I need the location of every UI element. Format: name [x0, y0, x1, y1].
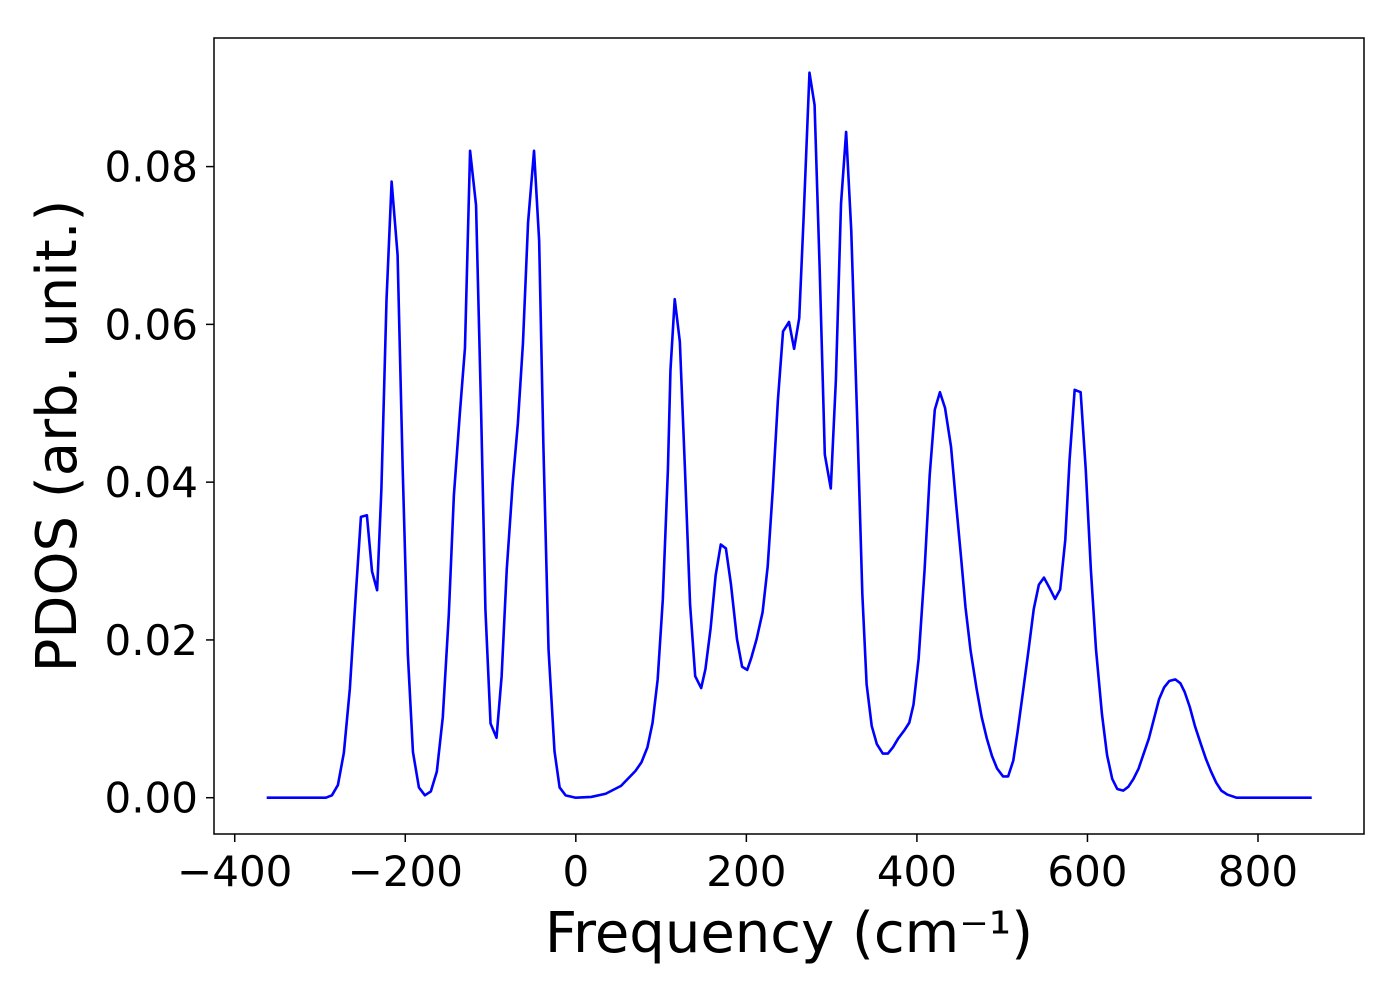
- x-tick-label: 800: [1218, 847, 1298, 896]
- y-axis-label: PDOS (arb. unit.): [25, 200, 90, 673]
- y-tick-label: 0.04: [104, 458, 198, 507]
- x-tick-label: 0: [562, 847, 589, 896]
- y-tick-label: 0.08: [104, 143, 198, 192]
- x-tick-label: −200: [348, 847, 463, 896]
- x-tick-label: 600: [1047, 847, 1127, 896]
- y-tick-label: 0.06: [104, 300, 198, 349]
- x-axis-label: Frequency (cm⁻¹): [545, 901, 1033, 966]
- y-tick-label: 0.02: [104, 616, 198, 665]
- pdos-line: [266, 71, 1312, 800]
- y-tick-label: 0.00: [104, 774, 198, 823]
- x-tick-label: −400: [177, 847, 292, 896]
- x-tick-label: 400: [877, 847, 957, 896]
- plot-frame: [213, 37, 1365, 835]
- x-tick-label: 200: [706, 847, 786, 896]
